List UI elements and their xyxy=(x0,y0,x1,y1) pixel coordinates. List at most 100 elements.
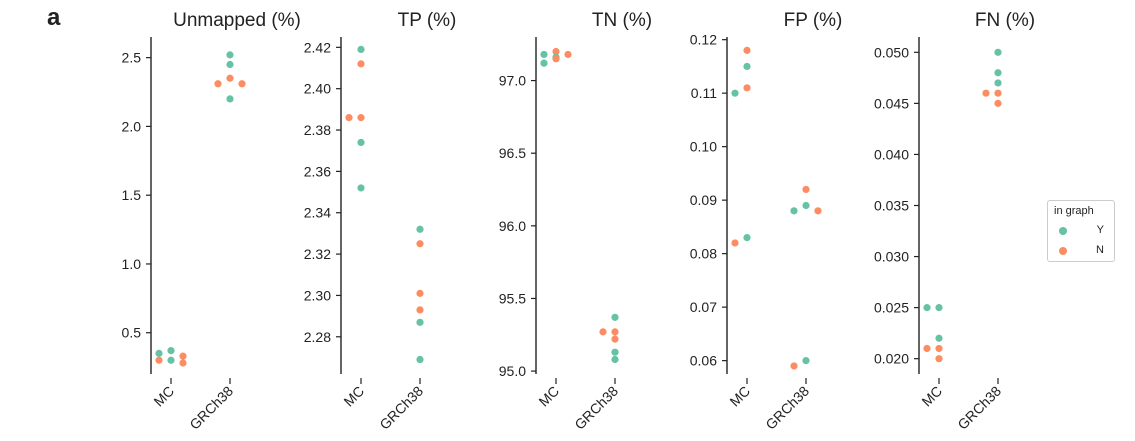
data-point-n xyxy=(214,80,222,88)
data-point-n xyxy=(814,207,822,215)
x-tick-label: MC xyxy=(918,383,945,410)
legend-marker-n xyxy=(1059,247,1067,255)
y-tick-label: 0.11 xyxy=(691,85,717,101)
legend-label-y: Y xyxy=(1096,224,1104,236)
legend-marker-y xyxy=(1059,227,1067,235)
y-tick-label: 0.06 xyxy=(690,353,717,369)
y-tick-label: 2.0 xyxy=(122,118,142,134)
y-tick-label: 0.025 xyxy=(874,300,909,316)
data-point-n xyxy=(923,344,931,353)
data-point-n xyxy=(345,114,353,122)
data-point-y xyxy=(357,184,365,192)
data-point-y xyxy=(155,349,163,357)
y-tick-label: 97.0 xyxy=(499,73,526,89)
data-point-y xyxy=(357,45,365,54)
data-point-n xyxy=(994,99,1002,107)
data-point-n xyxy=(155,356,163,364)
data-point-n xyxy=(599,328,607,336)
panel-letter: a xyxy=(47,4,61,31)
y-tick-label: 95.5 xyxy=(499,290,526,306)
data-point-y xyxy=(802,357,810,365)
data-point-y xyxy=(611,313,619,321)
data-point-n xyxy=(743,46,751,54)
data-point-y xyxy=(226,95,234,103)
y-tick-label: 2.36 xyxy=(304,163,331,179)
y-tick-label: 1.5 xyxy=(122,187,142,203)
y-tick-label: 0.050 xyxy=(874,44,909,60)
chart-title: FN (%) xyxy=(975,10,1035,31)
data-point-n xyxy=(238,80,246,88)
data-point-y xyxy=(802,201,810,210)
data-point-y xyxy=(790,207,798,215)
y-tick-label: 0.10 xyxy=(690,139,717,155)
data-point-n xyxy=(552,55,560,63)
data-point-n xyxy=(982,89,990,97)
data-point-n xyxy=(416,289,424,297)
y-tick-label: 2.30 xyxy=(304,287,331,303)
data-point-y xyxy=(935,304,943,312)
y-tick-label: 0.020 xyxy=(874,351,909,367)
x-tick-label: GRCh38 xyxy=(571,383,621,433)
chart-title: FP (%) xyxy=(784,10,843,31)
data-point-n xyxy=(179,352,187,360)
y-tick-label: 96.5 xyxy=(499,145,526,161)
y-tick-label: 2.38 xyxy=(304,122,331,138)
y-tick-label: 2.42 xyxy=(304,39,331,55)
chart-title: TN (%) xyxy=(592,10,652,31)
x-tick-label: GRCh38 xyxy=(376,383,426,433)
data-point-y xyxy=(743,62,751,71)
legend-entry-n: N xyxy=(1048,243,1114,259)
data-point-y xyxy=(611,348,619,356)
y-tick-label: 2.40 xyxy=(304,81,331,97)
y-tick-label: 0.09 xyxy=(690,192,717,208)
y-tick-label: 1.0 xyxy=(122,256,142,272)
y-tick-label: 0.07 xyxy=(690,299,717,315)
y-tick-label: 2.34 xyxy=(304,205,331,221)
y-tick-label: 0.030 xyxy=(874,249,909,265)
data-point-y xyxy=(226,51,234,59)
y-tick-label: 0.12 xyxy=(690,32,717,48)
x-tick-label: MC xyxy=(726,383,753,410)
x-tick-label: GRCh38 xyxy=(762,383,812,433)
data-point-n xyxy=(552,47,560,56)
data-point-n xyxy=(935,344,943,353)
data-point-y xyxy=(416,318,424,326)
x-tick-label: MC xyxy=(535,383,562,410)
legend-title: in graph xyxy=(1054,205,1094,217)
y-tick-label: 2.32 xyxy=(304,246,331,262)
data-point-n xyxy=(935,355,943,363)
chart-title: TP (%) xyxy=(398,10,457,31)
data-point-y xyxy=(923,304,931,312)
legend-label-n: N xyxy=(1096,244,1104,256)
data-point-y xyxy=(540,50,548,59)
x-tick-label: MC xyxy=(340,383,367,410)
data-point-n xyxy=(994,89,1002,97)
data-point-n xyxy=(743,84,751,92)
data-point-n xyxy=(731,239,739,247)
data-point-y xyxy=(540,59,548,67)
x-tick-label: GRCh38 xyxy=(186,383,236,433)
legend: in graph Y N xyxy=(1047,200,1115,262)
y-tick-label: 2.5 xyxy=(122,50,142,66)
y-tick-label: 0.5 xyxy=(122,325,142,341)
data-point-y xyxy=(167,347,175,355)
data-point-y xyxy=(611,355,619,364)
y-tick-label: 0.035 xyxy=(874,198,909,214)
data-point-n xyxy=(790,362,798,370)
x-tick-label: GRCh38 xyxy=(954,383,1004,433)
data-point-n xyxy=(416,240,424,248)
data-point-n xyxy=(611,335,619,343)
y-tick-label: 0.045 xyxy=(874,95,909,111)
data-point-n xyxy=(226,74,234,82)
data-point-y xyxy=(357,138,365,147)
data-point-n xyxy=(416,306,424,314)
data-point-y xyxy=(226,60,234,69)
data-point-y xyxy=(994,69,1002,77)
y-tick-label: 95.0 xyxy=(499,363,526,379)
x-tick-label: MC xyxy=(150,383,177,410)
y-tick-label: 0.040 xyxy=(874,146,909,162)
data-point-n xyxy=(611,328,619,336)
data-point-n xyxy=(179,359,187,367)
data-point-y xyxy=(731,89,739,97)
